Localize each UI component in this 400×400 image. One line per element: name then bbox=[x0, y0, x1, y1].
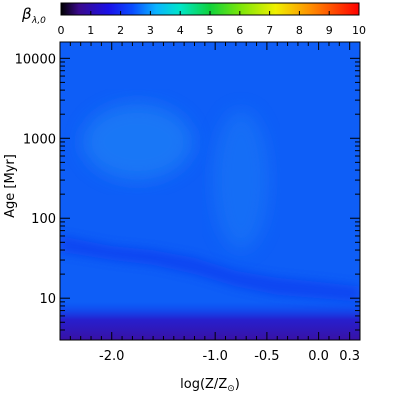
colorbar-tick-label: 0 bbox=[58, 24, 65, 37]
colorbar-tick-label: 2 bbox=[117, 24, 124, 37]
x-tick-label: -2.0 bbox=[99, 349, 124, 364]
colorbar-tick-label: 6 bbox=[236, 24, 243, 37]
colorbar-tick-label: 3 bbox=[147, 24, 154, 37]
heatmap-bright-ridge bbox=[213, 110, 270, 251]
colorbar-tick-label: 7 bbox=[266, 24, 273, 37]
colorbar-label-subscript: λ,0 bbox=[31, 16, 46, 26]
colorbar-tick-label: 9 bbox=[326, 24, 333, 37]
heatmap-plot-area bbox=[60, 42, 360, 340]
heatmap-bottom-band bbox=[60, 301, 360, 340]
y-tick-label: 1000 bbox=[23, 132, 56, 147]
axes: -2.0 -1.0 -0.5 0.0 0.3 10 100 1000 10000 bbox=[15, 41, 361, 364]
y-tick-label: 10000 bbox=[15, 52, 56, 67]
x-tick-label: 0.0 bbox=[308, 349, 329, 364]
y-tick-label: 10 bbox=[39, 292, 56, 307]
x-tick-label: -0.5 bbox=[254, 349, 279, 364]
plot-frame bbox=[59, 41, 361, 341]
x-axis-label: log(Z/Z⊙) bbox=[180, 377, 240, 394]
colorbar-tick-label: 10 bbox=[352, 24, 366, 37]
x-tick-label: -1.0 bbox=[202, 349, 227, 364]
colorbar-label-symbol: β bbox=[21, 5, 32, 23]
y-axis-label: Age [Myr] bbox=[3, 154, 18, 218]
x-tick-label: 0.3 bbox=[339, 349, 360, 364]
heatmap-dark-band bbox=[60, 236, 360, 302]
colorbar-tick-label: 4 bbox=[177, 24, 184, 37]
colorbar-tick-label: 5 bbox=[207, 24, 214, 37]
heatmap-bright-region bbox=[82, 103, 193, 180]
colorbar-tick-label: 8 bbox=[296, 24, 303, 37]
colorbar-ticks: 0 1 2 3 4 5 6 7 8 9 10 bbox=[58, 11, 366, 37]
y-tick-label: 100 bbox=[31, 212, 56, 227]
colorbar-tick-label: 1 bbox=[87, 24, 94, 37]
